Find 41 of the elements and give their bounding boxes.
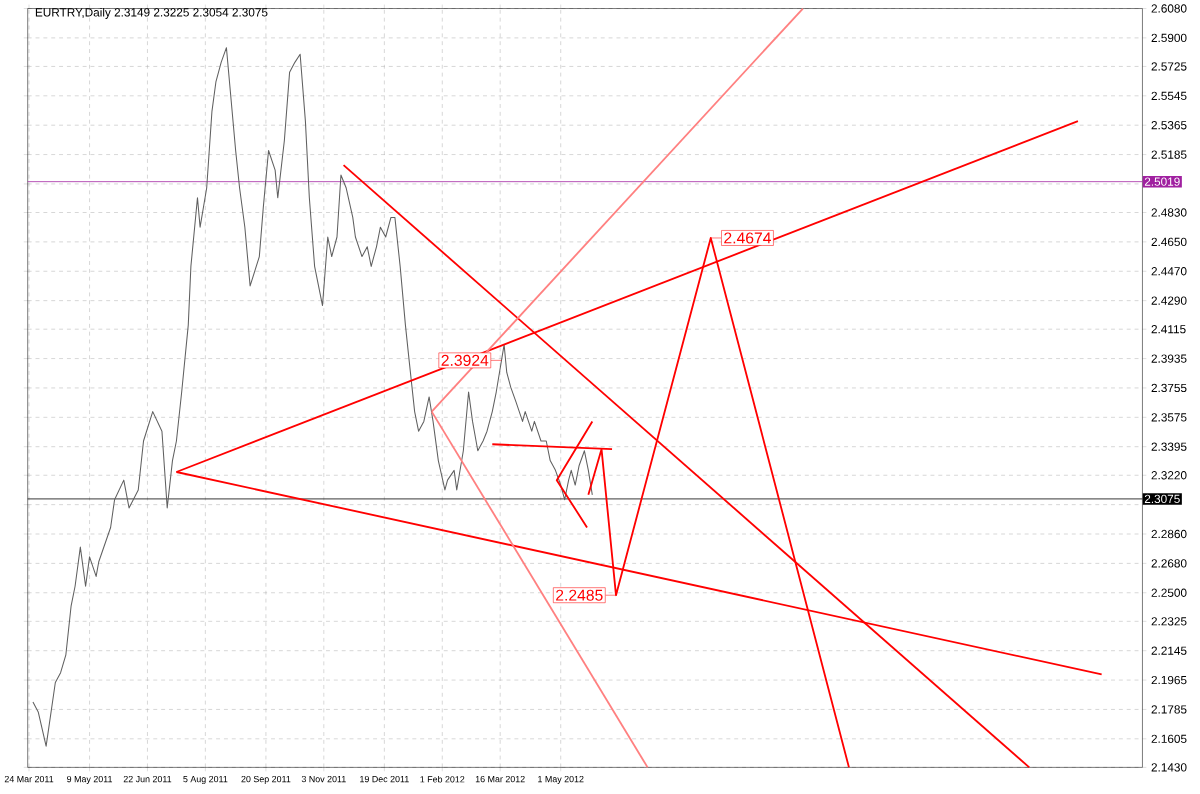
y-tick-label: 2.6080: [1151, 4, 1187, 13]
y-tick-label: 2.5725: [1151, 62, 1187, 71]
y-tick-label: 2.3220: [1151, 471, 1187, 480]
y-tick-label: 2.1965: [1151, 676, 1187, 685]
annotation: 2.4674: [724, 232, 771, 244]
chart-title: EURTRY,Daily 2.3149 2.3225 2.3054 2.3075: [35, 8, 268, 20]
ref-line-label: 2.3075: [1144, 494, 1180, 504]
y-tick-label: 2.4115: [1151, 325, 1186, 334]
x-tick-label: 5 Aug 2011: [183, 776, 228, 785]
y-tick-label: 2.2680: [1151, 559, 1187, 568]
y-tick-label: 2.4650: [1151, 237, 1187, 247]
x-tick-label: 19 Dec 2011: [360, 776, 409, 783]
x-tick-label: 3 Nov 2011: [301, 776, 346, 783]
x-tick-label: 24 Mar 2011: [4, 776, 54, 783]
annotation: 2.3924: [441, 355, 489, 367]
y-tick-label: 2.4290: [1151, 296, 1187, 306]
y-tick-label: 2.5900: [1151, 33, 1187, 43]
y-tick-label: 2.4830: [1151, 208, 1187, 217]
y-tick-label: 2.3935: [1151, 354, 1187, 363]
y-tick-label: 2.5365: [1151, 121, 1187, 130]
y-tick-label: 2.2145: [1151, 646, 1187, 656]
y-tick-label: 2.1605: [1151, 734, 1187, 744]
x-tick-label: 20 Sep 2011: [241, 776, 291, 785]
x-tick-label: 1 May 2012: [538, 776, 584, 785]
y-tick-label: 2.2860: [1151, 530, 1187, 539]
y-tick-label: 2.3575: [1151, 413, 1187, 422]
y-tick-label: 2.2500: [1151, 588, 1187, 598]
y-tick-label: 2.2325: [1151, 617, 1187, 626]
x-tick-label: 9 May 2011: [67, 776, 113, 785]
y-tick-label: 2.1785: [1151, 705, 1187, 714]
x-tick-label: 1 Feb 2012: [420, 776, 465, 783]
y-tick-label: 2.4470: [1151, 267, 1187, 276]
x-tick-label: 22 Jun 2011: [123, 776, 172, 783]
annotation: 2.2485: [556, 589, 603, 601]
y-tick-label: 2.3395: [1151, 442, 1187, 452]
ref-line-label: 2.5019: [1144, 177, 1180, 187]
y-tick-label: 2.5185: [1151, 150, 1187, 159]
y-tick-label: 2.3755: [1151, 383, 1187, 393]
y-tick-label: 2.5545: [1151, 91, 1187, 101]
y-tick-label: 2.1430: [1151, 763, 1187, 772]
x-tick-label: 16 Mar 2012: [475, 776, 525, 783]
